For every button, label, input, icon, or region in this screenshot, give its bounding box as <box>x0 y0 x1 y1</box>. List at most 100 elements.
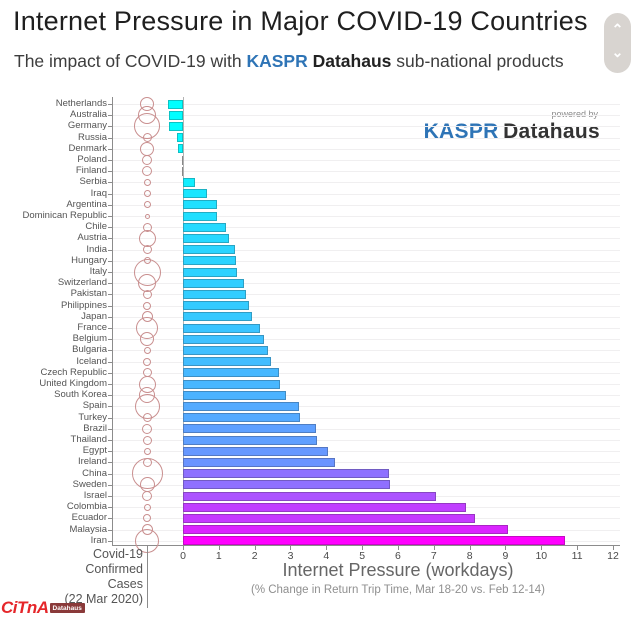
x-axis-tick <box>254 546 256 550</box>
covid-cases-bubble <box>143 503 151 511</box>
y-axis-tick <box>108 496 113 497</box>
row-gridline <box>112 339 620 341</box>
y-axis-tick <box>108 204 113 206</box>
country-label: Finland <box>75 165 107 177</box>
pressure-bar <box>183 491 436 501</box>
country-label: Sweden <box>72 478 107 490</box>
pressure-bar <box>183 334 264 344</box>
pressure-bar <box>168 110 183 120</box>
covid-cases-bubble <box>144 213 150 219</box>
row-gridline <box>112 428 620 430</box>
y-axis-tick <box>108 305 113 307</box>
pressure-bar <box>183 278 244 288</box>
kaspr-datahaus-logo: powered by KASPR Datahaus <box>424 109 600 144</box>
row-gridline <box>112 137 620 139</box>
y-axis-tick <box>108 417 113 419</box>
covid-cases-bubble <box>142 435 152 445</box>
covid-cases-bubble <box>142 155 152 165</box>
y-axis-tick <box>108 272 113 273</box>
x-axis-tick <box>612 546 614 550</box>
covid-cases-bubble <box>142 166 152 177</box>
row-gridline <box>112 204 620 206</box>
row-gridline <box>112 372 620 374</box>
covid-cases-bubble <box>142 289 152 299</box>
pressure-bar <box>178 144 183 154</box>
pressure-bar <box>183 345 268 355</box>
row-gridline <box>112 305 620 307</box>
covid-cases-bubble <box>140 332 154 347</box>
scroll-widget[interactable]: ⌃ ⌄ <box>604 13 631 73</box>
country-label: Austria <box>77 232 107 244</box>
pressure-bar <box>183 536 566 546</box>
country-label: Dominican Republic <box>22 210 107 221</box>
pressure-bar <box>183 390 286 400</box>
row-gridline <box>112 115 620 117</box>
covid-cases-bubble <box>143 447 151 455</box>
citna-watermark: CiTnA Datahaus <box>1 598 85 617</box>
pressure-bar <box>183 401 299 411</box>
covid-cases-bubble <box>140 141 154 156</box>
row-gridline <box>112 193 620 195</box>
row-gridline <box>112 417 620 419</box>
y-axis-tick <box>108 428 113 430</box>
covid-cases-bubble <box>143 346 151 354</box>
covid-cases-bubble <box>143 201 151 209</box>
chevron-down-icon[interactable]: ⌄ <box>611 44 624 60</box>
pressure-bar <box>183 256 236 266</box>
y-axis-tick <box>108 540 113 542</box>
x-tick-label: 11 <box>571 550 583 562</box>
pressure-bar <box>183 189 207 199</box>
row-gridline <box>112 182 620 184</box>
pressure-bar <box>177 133 183 143</box>
covid-cases-bubble <box>143 178 151 186</box>
row-gridline <box>112 171 620 173</box>
x-tick-label: 7 <box>430 550 437 562</box>
country-label: Iraq <box>90 187 107 199</box>
citna-logo: CiTnA <box>1 598 49 617</box>
row-gridline <box>112 126 620 128</box>
country-label: Belgium <box>72 333 107 345</box>
country-label: Hungary <box>71 254 107 266</box>
pressure-bar <box>183 525 509 535</box>
row-gridline <box>112 316 620 318</box>
x-axis-tick <box>397 546 399 550</box>
x-axis-tick <box>541 546 543 550</box>
y-axis-tick <box>108 137 113 139</box>
row-gridline <box>112 294 620 296</box>
country-label: Chile <box>85 221 107 233</box>
y-axis-tick <box>108 193 113 195</box>
logo-brand-datahaus: Datahaus <box>503 120 600 143</box>
pressure-bar <box>183 457 335 467</box>
x-tick-label: 10 <box>535 550 548 562</box>
x-tick-label: 12 <box>607 550 619 562</box>
y-axis-tick <box>108 473 113 475</box>
x-axis-tick <box>469 546 471 550</box>
y-axis-tick <box>108 384 113 385</box>
row-gridline <box>112 272 620 273</box>
y-axis-tick <box>108 238 113 240</box>
pressure-bar <box>182 155 183 165</box>
covid-cases-bubble <box>142 491 152 501</box>
pressure-bar <box>169 121 183 131</box>
pressure-bar <box>183 289 247 299</box>
country-label: Ireland <box>77 456 107 468</box>
x-axis-tick <box>433 546 435 550</box>
x-tick-label: 8 <box>466 550 473 562</box>
country-label: Israel <box>83 490 107 501</box>
x-axis-tick <box>290 546 292 550</box>
y-axis-tick <box>108 372 113 374</box>
country-label: Germany <box>67 120 107 132</box>
pressure-bar <box>183 323 260 333</box>
powered-by-label: powered by <box>551 109 598 119</box>
chevron-up-icon[interactable]: ⌃ <box>611 21 624 37</box>
row-gridline <box>112 216 620 217</box>
country-label: France <box>77 322 107 333</box>
y-axis-tick <box>108 104 113 105</box>
pressure-bar <box>183 301 249 311</box>
y-axis-tick <box>108 126 113 128</box>
covid-cases-bubble <box>142 413 152 423</box>
x-axis-tick <box>218 546 220 550</box>
pressure-bar <box>183 424 316 434</box>
x-axis-subtitle: (% Change in Return Trip Time, Mar 18-20… <box>250 584 545 596</box>
